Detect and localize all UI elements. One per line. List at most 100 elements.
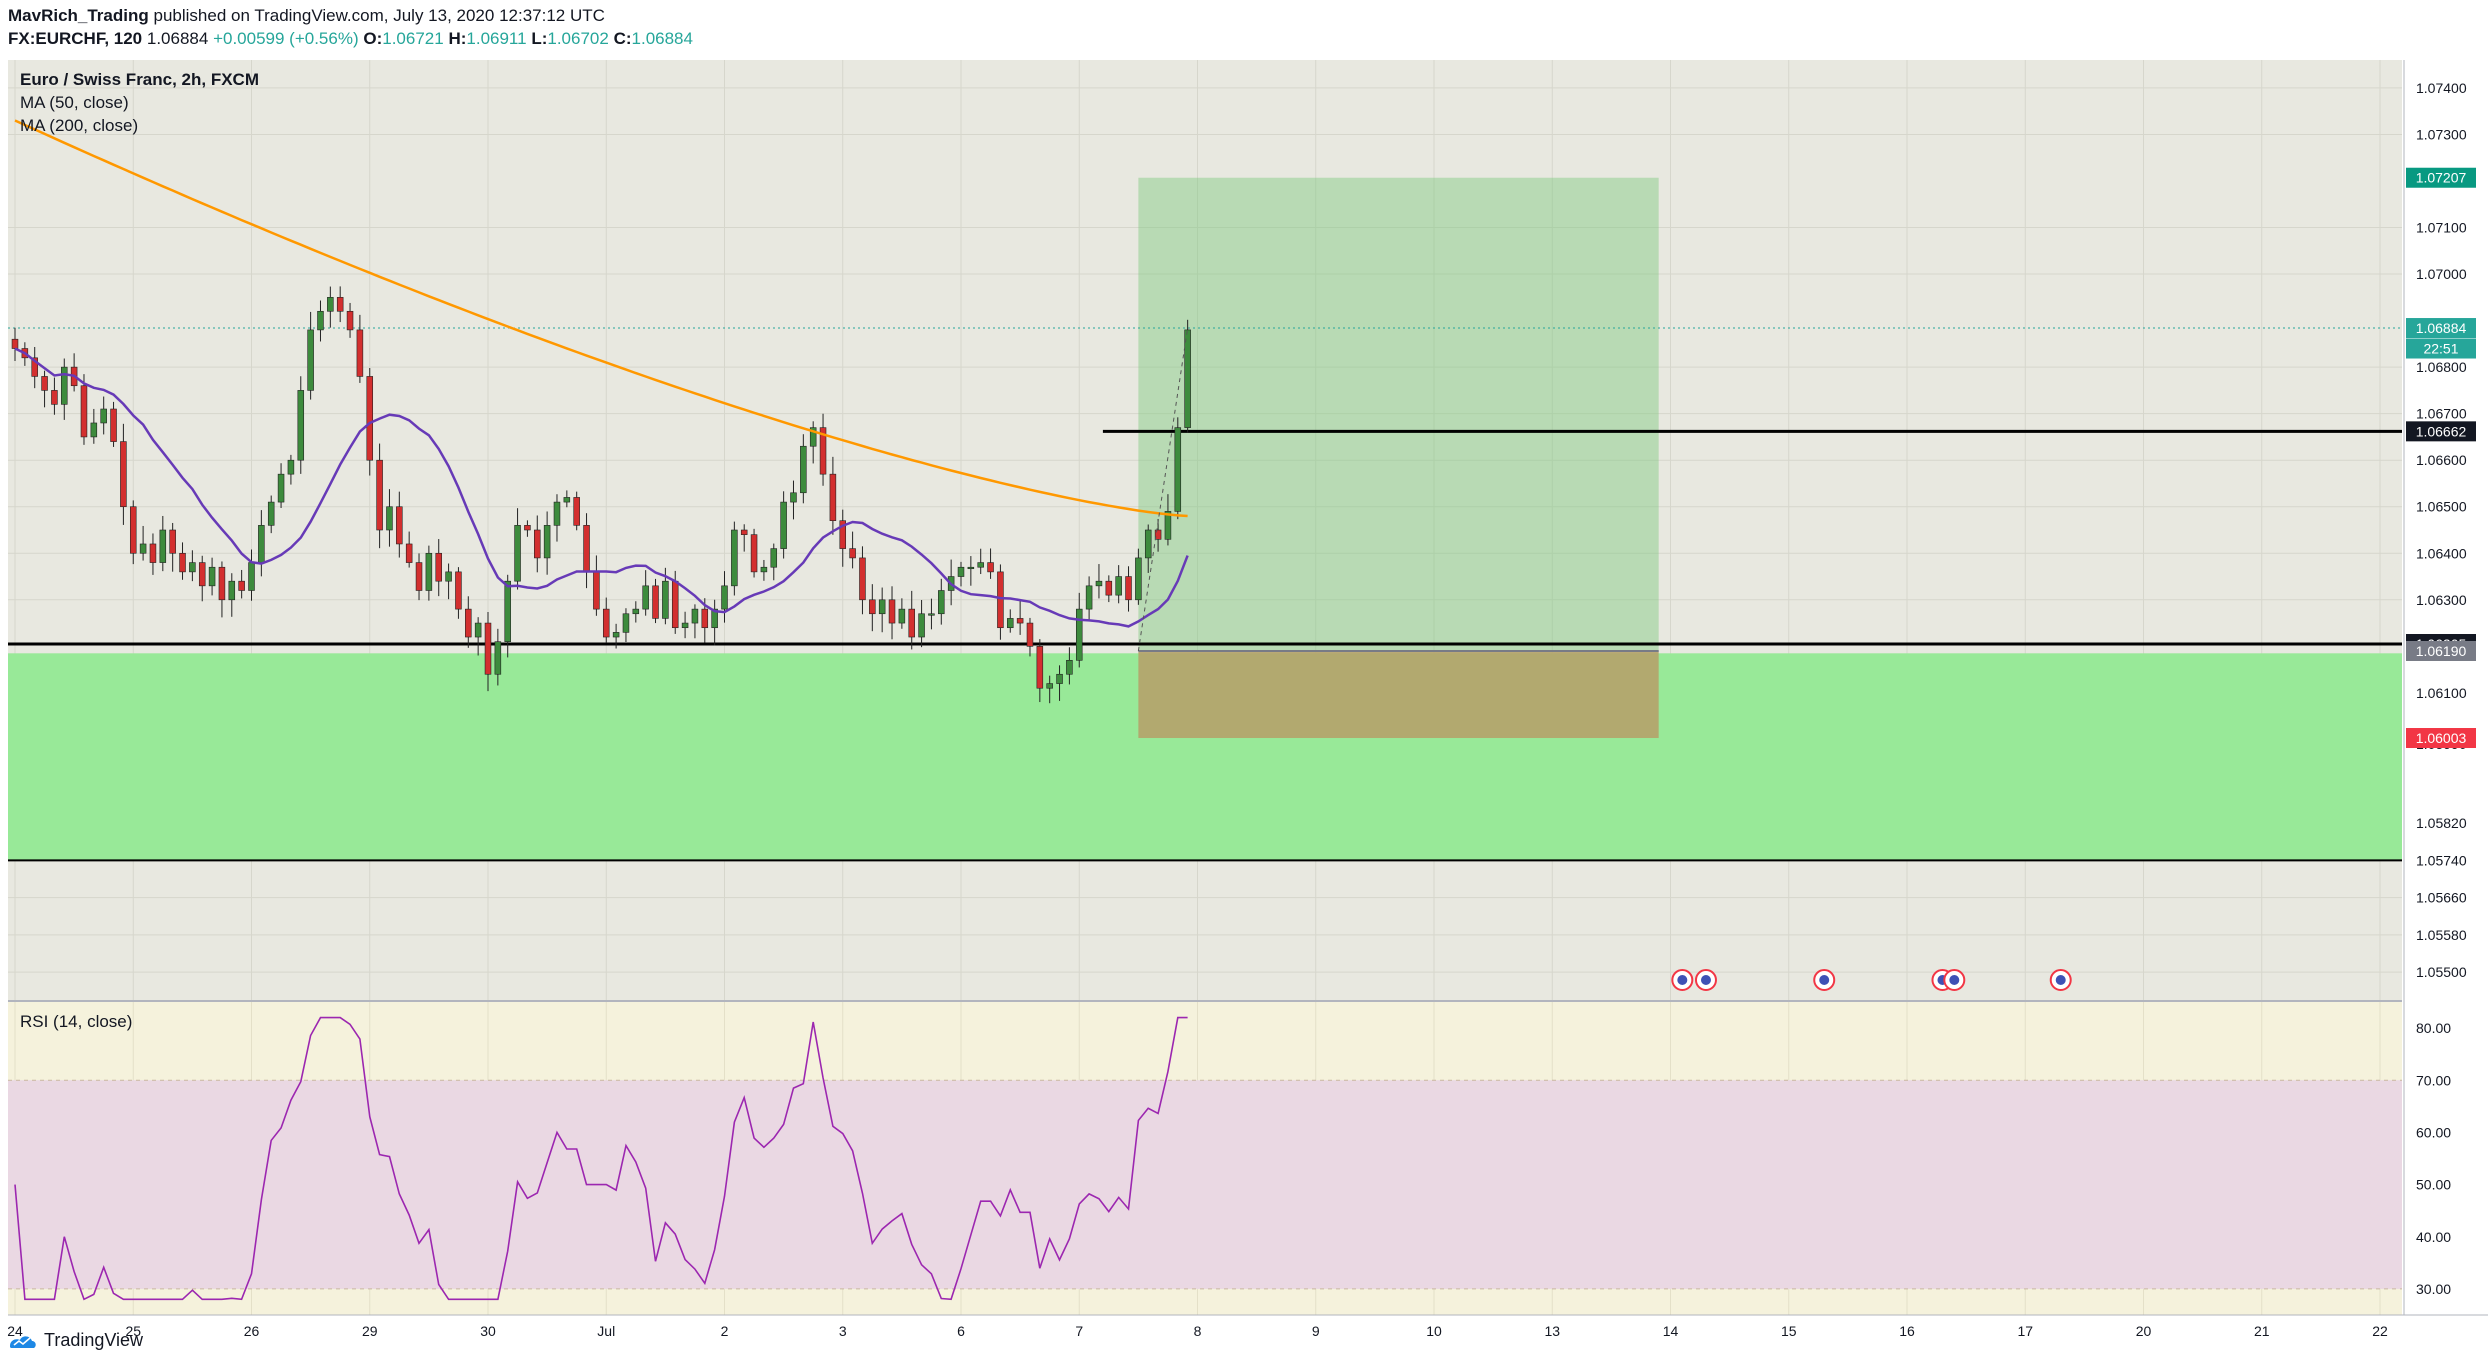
candle-body	[987, 562, 994, 573]
candle	[721, 571, 728, 623]
candle-body	[415, 562, 423, 591]
rsi-tick-label: 60.00	[2416, 1124, 2451, 1140]
time-tick-label: 26	[244, 1323, 260, 1339]
candle-body	[1164, 511, 1172, 540]
footer-brand[interactable]: TradingView	[44, 1330, 144, 1350]
ma50-legend[interactable]: MA (50, close)	[20, 93, 129, 112]
candle	[553, 494, 561, 542]
candle-body	[760, 566, 768, 573]
price-tick-label: 1.05500	[2416, 964, 2467, 980]
candle-body	[681, 622, 689, 629]
candle-body	[839, 520, 847, 549]
candle	[1135, 548, 1142, 605]
candle-body	[376, 459, 383, 531]
price-label-text: 1.06884	[2416, 320, 2467, 336]
candle-body	[445, 571, 452, 582]
candle	[189, 550, 196, 582]
time-tick-label: 20	[2136, 1323, 2152, 1339]
event-icon-dot	[1949, 975, 1960, 985]
candle	[987, 548, 994, 579]
candle-body	[11, 338, 19, 349]
candle	[405, 531, 413, 568]
candle	[346, 302, 354, 338]
low-label: L:	[531, 29, 548, 48]
candle-body	[662, 580, 669, 619]
rsi-tick-label: 80.00	[2416, 1020, 2451, 1036]
candle	[740, 524, 748, 552]
candle	[80, 374, 88, 445]
candle-body	[691, 608, 699, 624]
candle-body	[770, 548, 778, 568]
price-tick-label: 1.05740	[2416, 852, 2467, 868]
candle-body	[977, 562, 984, 568]
rsi-band	[8, 1080, 2402, 1289]
candle	[928, 598, 935, 630]
price-label-bg	[2406, 338, 2476, 359]
candle-body	[671, 580, 679, 629]
candle-body	[928, 613, 935, 616]
candle	[425, 545, 433, 601]
candle	[819, 413, 827, 486]
candle-body	[169, 529, 176, 554]
candle	[484, 612, 492, 692]
candle	[1125, 566, 1132, 612]
footer: TradingView	[8, 1330, 143, 1351]
event-icon-dot	[1700, 975, 1711, 985]
candle-body	[287, 459, 295, 475]
candle	[967, 556, 975, 586]
time-tick-label: 9	[1312, 1323, 1320, 1339]
candle-body	[780, 501, 787, 549]
candle	[563, 490, 571, 508]
candle	[888, 586, 896, 640]
candle	[356, 314, 364, 383]
candle-body	[543, 525, 551, 559]
candle-body	[1016, 618, 1024, 624]
rsi-legend[interactable]: RSI (14, close)	[20, 1012, 133, 1031]
candle	[218, 561, 226, 618]
candle-body	[396, 506, 403, 545]
candle	[849, 531, 856, 569]
candle	[277, 463, 285, 508]
candle-body	[267, 501, 275, 526]
candle-body	[514, 525, 521, 582]
price-change: +0.00599 (+0.56%)	[213, 29, 359, 48]
price-label-text: 1.06003	[2416, 730, 2467, 746]
candle-body	[869, 599, 876, 615]
chart-legend: Euro / Swiss Franc, 2h, FXCM MA (50, clo…	[20, 68, 259, 137]
time-tick-label: 25	[125, 1323, 141, 1339]
close-label: C:	[613, 29, 632, 48]
ma200-legend[interactable]: MA (200, close)	[20, 116, 139, 135]
candle	[642, 570, 649, 616]
candle-body	[297, 390, 305, 461]
candle	[41, 370, 48, 408]
candle-body	[1075, 608, 1083, 661]
candle-body	[51, 390, 58, 405]
candle-body	[1056, 673, 1063, 684]
candle	[1066, 647, 1073, 685]
price-label-text: 22:51	[2423, 341, 2458, 357]
candle	[51, 377, 58, 415]
candle	[149, 533, 157, 575]
candle-body	[484, 622, 492, 675]
candle-body	[31, 357, 38, 377]
candle-body	[967, 566, 975, 570]
author-name[interactable]: MavRich_Trading	[8, 6, 149, 25]
ma200-line	[14, 119, 1188, 518]
candle-body	[139, 543, 147, 554]
candle	[317, 300, 324, 342]
candle-body	[888, 599, 896, 624]
time-tick-label: 21	[2254, 1323, 2270, 1339]
candle-body	[455, 571, 462, 610]
candle	[336, 286, 344, 323]
candle	[238, 569, 245, 599]
candle	[1036, 639, 1044, 703]
candle	[198, 555, 206, 602]
candle	[711, 599, 718, 646]
candle-body	[465, 608, 472, 638]
candle	[957, 561, 965, 587]
candle	[731, 521, 738, 596]
candle	[1174, 417, 1182, 520]
price-tick-label: 1.07300	[2416, 126, 2467, 142]
candle-body	[317, 310, 324, 331]
